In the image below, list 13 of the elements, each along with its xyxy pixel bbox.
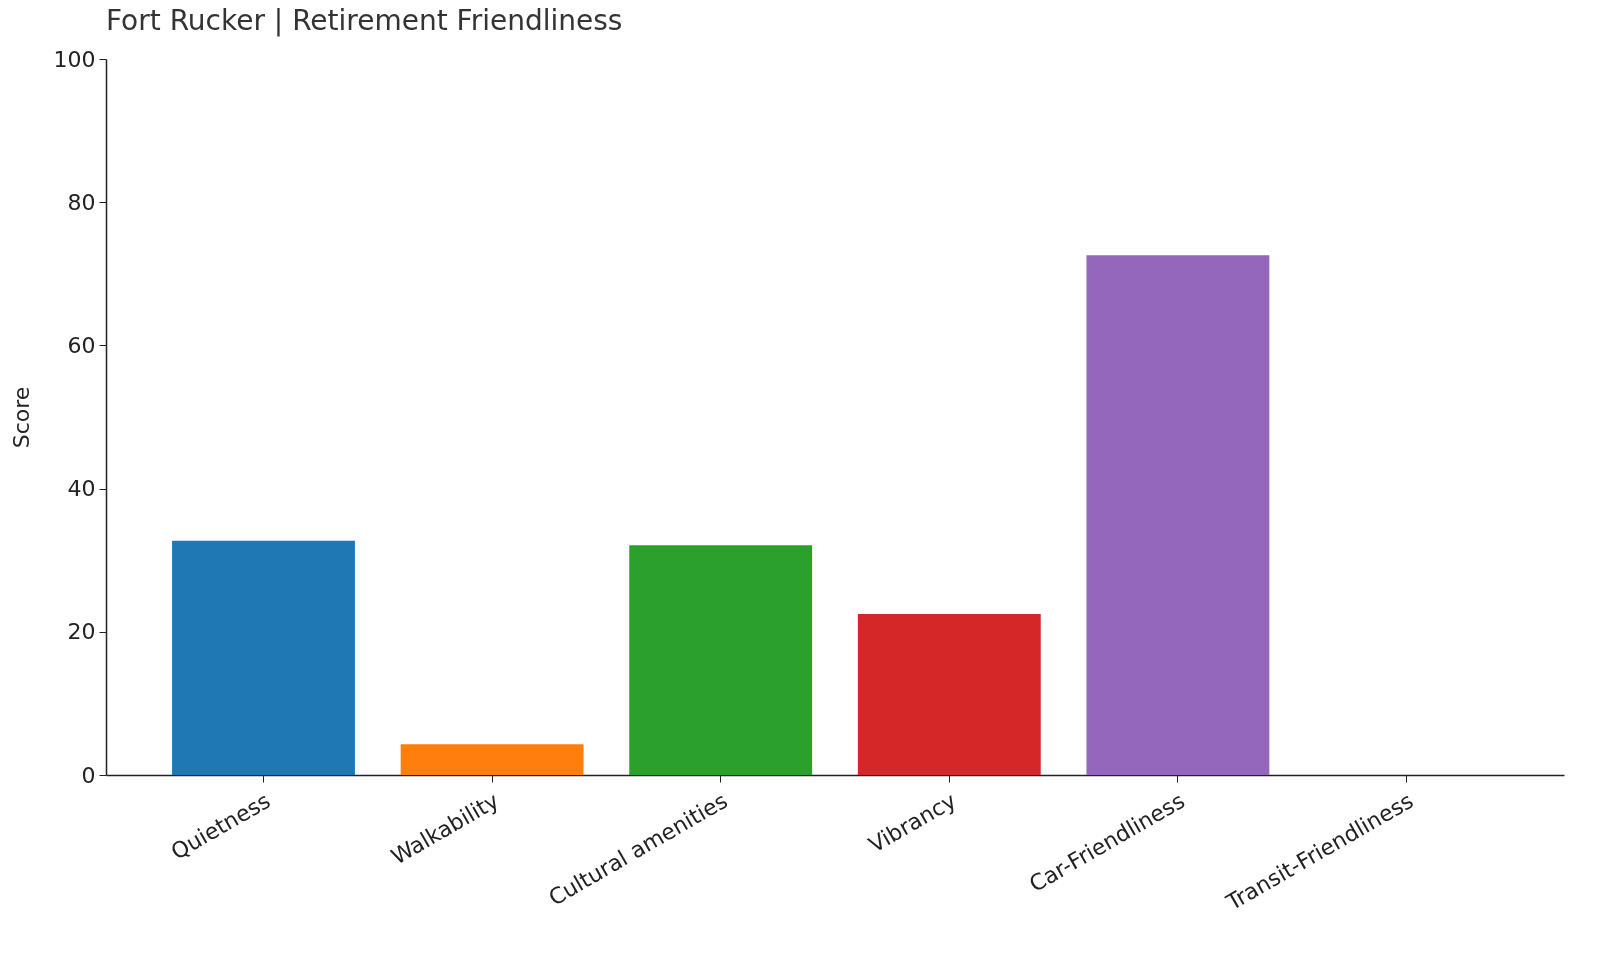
bar [172,540,355,775]
y-tick-label: 0 [81,762,96,788]
bar [629,545,813,775]
bar [1086,255,1270,775]
y-tick-label: 60 [67,332,96,358]
y-tick-label: 80 [67,189,96,215]
chart-title: Fort Rucker | Retirement Friendliness [106,4,623,37]
y-tick-label: 20 [67,619,96,645]
bar [857,613,1041,775]
bar [400,744,584,775]
y-tick-label: 40 [67,476,96,502]
y-tick-label: 100 [53,46,96,72]
y-axis-title: Score [8,386,34,449]
